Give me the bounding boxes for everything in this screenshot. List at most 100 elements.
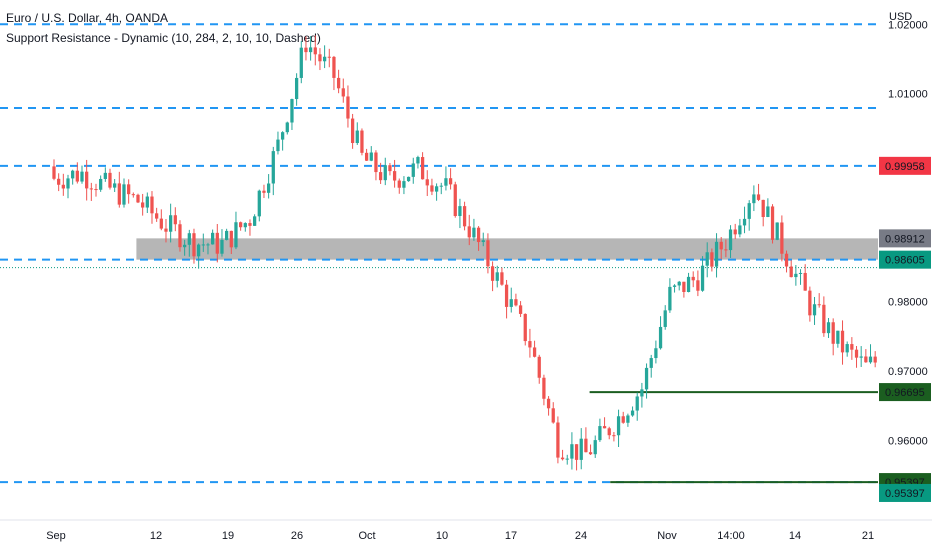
price-tag-text: 0.95397 xyxy=(885,488,925,500)
candle-body xyxy=(266,183,271,193)
candle-body xyxy=(252,216,257,226)
candle-body xyxy=(99,178,103,190)
candle-body xyxy=(220,239,224,254)
candle-body xyxy=(369,152,373,161)
candle-body xyxy=(756,194,761,200)
candle-body xyxy=(626,415,630,423)
candle-body xyxy=(635,396,639,411)
candle-body xyxy=(570,444,574,459)
candle-body xyxy=(798,272,803,274)
candle-body xyxy=(313,47,317,55)
candle-body xyxy=(476,227,481,243)
candle-body xyxy=(234,222,238,248)
candle-body xyxy=(285,122,289,133)
price-tag xyxy=(879,229,931,248)
candle-body xyxy=(136,194,140,203)
candle-body xyxy=(766,206,770,218)
candle-body xyxy=(514,299,518,306)
indicator-legend[interactable]: Support Resistance - Dynamic (10, 284, 2… xyxy=(6,31,321,45)
candle-body xyxy=(294,77,299,100)
time-tick-label: 17 xyxy=(505,530,517,542)
price-tag xyxy=(879,483,931,502)
candle-body xyxy=(500,272,504,285)
time-tick-label: Oct xyxy=(358,530,375,542)
price-tick-label: 0.97000 xyxy=(888,366,928,378)
candle-body xyxy=(789,266,793,278)
candle-body xyxy=(836,330,840,344)
candle-body xyxy=(52,166,56,179)
candle-body xyxy=(117,183,121,205)
candle-body xyxy=(616,416,621,436)
candle-body xyxy=(584,438,588,453)
candle-body xyxy=(682,281,686,292)
candle-body xyxy=(458,206,462,217)
candle-body xyxy=(322,56,327,62)
price-tag-text: 0.96695 xyxy=(885,387,925,399)
supply-zone[interactable] xyxy=(136,238,932,260)
candle-body xyxy=(434,186,439,192)
candle-body xyxy=(649,358,653,368)
price-tag xyxy=(879,383,931,402)
candle-body xyxy=(80,171,84,182)
candle-body xyxy=(574,444,579,460)
candle-body xyxy=(663,310,667,327)
candle-body xyxy=(705,252,709,266)
candle-body xyxy=(612,435,616,437)
candle-body xyxy=(299,47,303,78)
candle-body xyxy=(696,280,700,291)
price-tag-text: 0.98912 xyxy=(885,233,925,245)
candle-body xyxy=(215,232,219,254)
candle-body xyxy=(864,356,868,363)
candle-body xyxy=(164,228,168,232)
candle-body xyxy=(406,176,411,182)
candle-body xyxy=(439,185,443,187)
candle-body xyxy=(131,194,135,196)
candle-body xyxy=(229,230,233,248)
candle-body xyxy=(808,290,812,316)
candle-body xyxy=(108,172,112,188)
candle-body xyxy=(71,170,75,179)
candle-body xyxy=(397,180,401,188)
candle-body xyxy=(225,230,229,240)
candle-body xyxy=(448,178,453,185)
candle-body xyxy=(784,253,789,267)
candle-body xyxy=(551,408,555,423)
price-tag xyxy=(879,250,931,269)
candle-body xyxy=(542,377,546,399)
candle-body xyxy=(243,223,247,228)
candle-body xyxy=(103,172,107,179)
candle-body xyxy=(290,99,294,123)
candle-body xyxy=(173,215,177,225)
price-tick-label: 1.01000 xyxy=(888,89,928,101)
candle-body xyxy=(378,172,383,181)
candle-body xyxy=(593,440,597,455)
candle-body xyxy=(831,322,835,344)
levels-layer xyxy=(0,23,878,484)
candle-body xyxy=(630,410,635,416)
candle-body xyxy=(523,313,527,342)
candle-body xyxy=(61,184,65,189)
time-tick-label: 24 xyxy=(575,530,587,542)
candle-body xyxy=(453,184,457,217)
candle-body xyxy=(248,223,252,226)
candle-body xyxy=(85,171,89,189)
candle-body xyxy=(490,266,495,281)
candle-body xyxy=(444,178,448,186)
candle-body xyxy=(178,224,182,248)
zones-layer xyxy=(136,238,932,260)
candle-body xyxy=(761,199,765,218)
candle-body xyxy=(794,273,798,278)
chart-title: Euro / U.S. Dollar, 4h, OANDA xyxy=(6,11,169,25)
candle-body xyxy=(416,157,420,164)
candle-body xyxy=(467,226,471,238)
candle-body xyxy=(66,178,70,189)
candle-body xyxy=(411,163,415,177)
candle-body xyxy=(560,457,565,460)
time-tick-label: 14:00 xyxy=(717,530,745,542)
candle-body xyxy=(150,196,154,214)
candle-body xyxy=(327,56,331,58)
candle-body xyxy=(588,452,593,455)
candle-body xyxy=(812,304,817,316)
